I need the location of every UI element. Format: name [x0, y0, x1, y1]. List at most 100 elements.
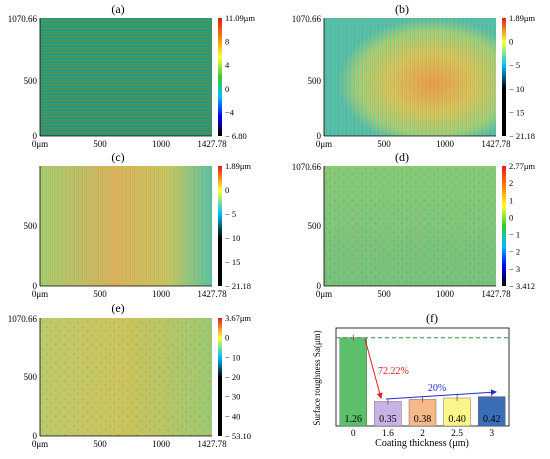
colorbar-strip [218, 18, 222, 136]
panel-a-xtick-3: 1427.78 [197, 139, 227, 149]
panel-d: (d) 1070.66 500 0 0μm 500 1000 1427.78 2… [292, 150, 536, 299]
colorbar-tick-label: − 15 [509, 107, 524, 117]
panel-d-texture2 [324, 166, 496, 286]
panel-b-xtick-0: 0μm [316, 139, 332, 149]
panel-b-colorbar: 1.89μm 0 − 5 − 10 − 15 − 21.18 [502, 13, 535, 141]
colorbar-tick-label: − 30 [225, 392, 240, 402]
colorbar-tick-label: 2 [509, 178, 513, 188]
panel-a-label: (a) [111, 2, 124, 16]
panel-d-label: (d) [395, 150, 409, 164]
panel-d-xtick-3: 1427.78 [481, 289, 511, 299]
panel-a-ytick-bot: 0 [33, 131, 38, 141]
colorbar-strip [218, 318, 222, 436]
colorbar-tick-label: − 40 [225, 411, 240, 421]
panel-c-texture [40, 166, 212, 286]
chart-title: (f) [426, 311, 438, 325]
bar-value-label: 1.26 [345, 414, 363, 425]
panel-b-ytick-top: 1070.66 [292, 14, 322, 24]
panel-b-xtick-3: 1427.78 [481, 139, 511, 149]
drop-arrow [364, 338, 383, 399]
panel-b-xtick-2: 1000 [436, 139, 455, 149]
colorbar-tick-label: − 5 [225, 209, 236, 219]
panel-f: (f) Surface roughness Sa(μm) Coating thi… [312, 311, 510, 449]
colorbar-tick-label: − 21.18 [509, 131, 535, 141]
colorbar-tick-label: − 6.80 [225, 131, 247, 141]
colorbar-tick-label: −4 [225, 107, 235, 117]
panel-e-label: (e) [111, 301, 124, 315]
colorbar-tick-label: 1.89μm [509, 13, 535, 23]
colorbar-strip [218, 166, 222, 286]
colorbar-tick-label: 4 [225, 60, 230, 70]
panel-a-texture [40, 18, 212, 136]
panel-a-xtick-2: 1000 [152, 139, 171, 149]
bar-value-label: 0.38 [414, 414, 432, 425]
colorbar-tick-label: 8 [225, 37, 229, 47]
x-axis-label: Coating thickness (μm) [375, 438, 469, 449]
panel-c-xtick-2: 1000 [152, 289, 171, 299]
panel-e-texture2 [40, 318, 212, 436]
colorbar-tick-label: 11.09μm [225, 13, 255, 23]
colorbar-tick-label: 0 [509, 37, 513, 47]
panel-d-colorbar: 2.77μm 2 1 0 − 1 − 2 − 3 − 3.412 [502, 161, 535, 291]
panel-e-colorbar: 3.67μm 0 − 10 − 20 − 30 − 40 − 53.10 [218, 313, 251, 441]
panel-c-xtick-0: 0μm [32, 289, 48, 299]
panel-d-ytick-mid: 500 [308, 221, 322, 231]
panel-a-colorbar: 11.09μm 8 4 0 −4 − 6.80 [218, 13, 255, 141]
panel-c-ytick-mid: 500 [24, 221, 38, 231]
panel-c: (c) 500 0 0μm 500 1000 1427.78 1.89μm 0 − … [24, 150, 252, 299]
panel-e-xtick-2: 1000 [152, 439, 171, 449]
panel-e: (e) 1070.66 500 0 0μm 500 1000 1427.78 3… [8, 301, 252, 449]
panel-c-xtick-1: 500 [93, 289, 107, 299]
bar-2 [408, 399, 437, 427]
colorbar-tick-label: 1 [509, 195, 513, 205]
panel-b: (b) 1070.66 500 0 0μm 500 1000 1427.78 1… [292, 2, 536, 149]
colorbar-tick-label: 0 [225, 333, 229, 343]
panel-d-xtick-0: 0μm [316, 289, 332, 299]
x-tick-label: 2.5 [451, 429, 463, 439]
bar-2-5 [443, 397, 471, 427]
x-tick-label: 3 [489, 429, 494, 439]
panel-e-xtick-1: 500 [93, 439, 107, 449]
colorbar-tick-label: − 10 [225, 352, 240, 362]
rise-arrow [385, 389, 497, 400]
panel-d-xtick-2: 1000 [436, 289, 455, 299]
colorbar-tick-label: − 20 [225, 372, 240, 382]
panel-b-ytick-bot: 0 [317, 131, 322, 141]
colorbar-tick-label: − 15 [225, 257, 240, 267]
colorbar-tick-label: − 5 [509, 60, 520, 70]
bar-0 [339, 337, 367, 427]
panel-b-xtick-1: 500 [377, 139, 391, 149]
x-tick-label: 1.6 [382, 429, 394, 439]
panel-e-xtick-0: 0μm [32, 439, 48, 449]
bar-value-label: 0.42 [483, 414, 501, 425]
colorbar-tick-label: 2.77μm [509, 161, 535, 171]
colorbar-tick-label: − 3 [509, 264, 520, 274]
colorbar-strip [502, 18, 506, 136]
colorbar-tick-label: − 21.18 [225, 281, 251, 291]
panel-a-xtick-0: 0μm [32, 139, 48, 149]
panel-c-ytick-bot: 0 [33, 281, 38, 291]
panel-e-ytick-mid: 500 [24, 372, 38, 382]
colorbar-tick-label: 0 [225, 84, 229, 94]
colorbar-tick-label: − 1 [509, 230, 520, 240]
rise-annotation: 20% [428, 383, 446, 394]
panel-e-ytick-top: 1070.66 [8, 314, 38, 324]
colorbar-tick-label: − 53.10 [225, 431, 251, 441]
colorbar-tick-label: 0 [509, 212, 513, 222]
y-axis-label: Surface roughness Sa(μm) [312, 330, 322, 425]
panel-e-xtick-3: 1427.78 [197, 439, 227, 449]
colorbar-tick-label: − 10 [509, 84, 524, 94]
colorbar-tick-label: − 3.412 [509, 281, 535, 291]
panel-a-xtick-1: 500 [93, 139, 107, 149]
panel-c-xtick-3: 1427.78 [197, 289, 227, 299]
colorbar-strip [502, 166, 506, 286]
bar-3 [478, 396, 506, 427]
colorbar-tick-label: 1.89μm [225, 161, 251, 171]
drop-annotation: 72.22% [378, 366, 409, 377]
panel-d-xtick-1: 500 [377, 289, 391, 299]
colorbar-tick-label: 0 [225, 185, 229, 195]
colorbar-tick-label: − 10 [225, 233, 240, 243]
panel-a-ytick-mid: 500 [24, 76, 38, 86]
panel-e-ytick-bot: 0 [33, 431, 38, 441]
